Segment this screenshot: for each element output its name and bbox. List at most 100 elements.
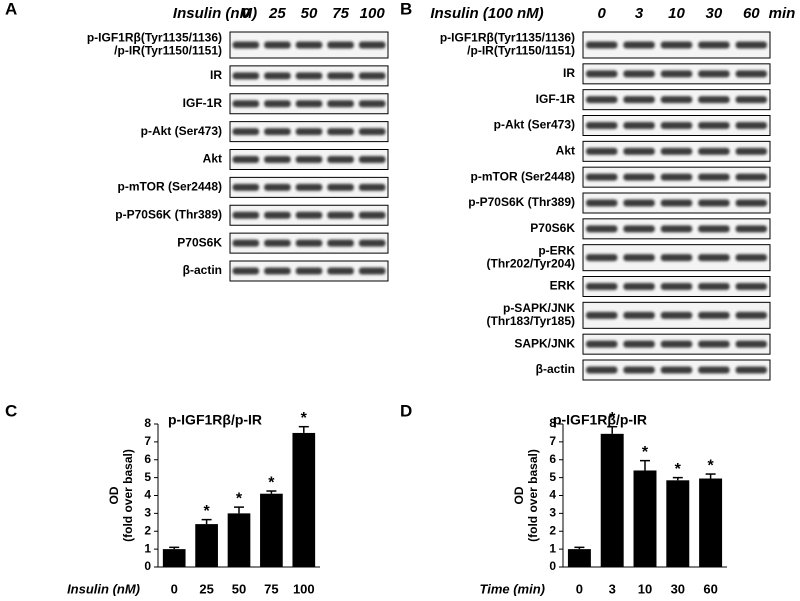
lane-label: 0: [598, 5, 607, 22]
y-tick-label: 5: [549, 470, 556, 484]
x-tick-label: 30: [671, 581, 685, 596]
blot-band: [358, 128, 386, 136]
blot-band: [735, 70, 768, 78]
blot-band: [585, 199, 618, 207]
blot-band: [698, 70, 730, 78]
blot-band: [698, 254, 730, 262]
row-label: SAPK/JNK: [514, 336, 575, 350]
lane-label: 50: [301, 5, 318, 22]
blot-band: [585, 283, 618, 290]
y-tick-label: 2: [144, 523, 151, 537]
blot-band: [623, 70, 655, 78]
row-label: β-actin: [183, 263, 222, 277]
blot-band: [735, 225, 768, 233]
blot-band: [327, 156, 354, 163]
blot-band: [735, 122, 768, 129]
blot-band: [735, 96, 768, 104]
significance-mark: *: [236, 490, 243, 507]
blot-band: [735, 199, 768, 207]
y-axis-label: (fold over basal): [526, 449, 540, 542]
blot-band: [698, 340, 730, 348]
y-tick-label: 0: [549, 559, 556, 573]
blot-band: [623, 41, 655, 49]
blot-band: [660, 70, 693, 78]
x-axis-label: Time (min): [480, 581, 546, 596]
bar: [292, 432, 316, 567]
blot-band: [660, 122, 693, 129]
blot-band: [264, 211, 291, 219]
blot-band: [358, 239, 386, 247]
x-tick-label: 25: [199, 581, 213, 596]
blot-band: [623, 340, 655, 348]
blot-band: [660, 311, 693, 319]
blot-band: [232, 267, 260, 275]
row-label: Akt: [556, 144, 575, 158]
x-tick-label: 50: [232, 581, 246, 596]
y-tick-label: 7: [144, 434, 151, 448]
row-label: IR: [210, 68, 222, 82]
bar: [666, 480, 690, 567]
lane-label: 100: [360, 5, 386, 22]
blot-band: [735, 340, 768, 348]
blot-band: [358, 41, 386, 49]
y-tick-label: 1: [549, 541, 556, 555]
blot-band: [295, 72, 323, 80]
blot-band: [358, 183, 386, 191]
blot-band: [264, 156, 291, 163]
blot-band: [358, 100, 386, 108]
lane-label: 75: [332, 5, 349, 22]
y-tick-label: 3: [144, 506, 151, 520]
y-tick-label: 0: [144, 559, 151, 573]
blot-band: [698, 41, 730, 49]
blot-band: [660, 41, 693, 49]
blot-band: [585, 41, 618, 49]
significance-mark: *: [203, 503, 210, 520]
x-tick-label: 100: [293, 581, 315, 596]
x-axis-label: Insulin (nM): [67, 581, 140, 596]
blot-band: [623, 225, 655, 233]
blot-band: [585, 254, 618, 262]
blot-band: [698, 199, 730, 207]
significance-mark: *: [707, 457, 714, 474]
row-label: (Thr183/Tyr185): [487, 314, 575, 328]
panel-label: A: [5, 0, 17, 18]
blot-band: [264, 128, 291, 136]
row-label: p-ERK: [538, 243, 575, 257]
blot-band: [327, 239, 354, 247]
significance-mark: *: [268, 474, 275, 491]
blot-band: [327, 41, 354, 49]
blot-band: [264, 72, 291, 80]
row-label: p-IGF1Rβ(Tyr1135/1136): [440, 31, 575, 45]
row-label: (Thr202/Tyr204): [487, 256, 575, 270]
y-tick-label: 7: [549, 434, 556, 448]
bar: [567, 549, 591, 567]
blot-band: [660, 366, 693, 374]
chart-title: p-IGF1Rβ/p-IR: [553, 412, 647, 428]
blot-band: [327, 100, 354, 108]
y-tick-label: 5: [144, 470, 151, 484]
blot-band: [232, 239, 260, 247]
blot-band: [295, 239, 323, 247]
y-tick-label: 2: [549, 523, 556, 537]
blot-band: [698, 173, 730, 181]
blot-band: [623, 254, 655, 262]
blot-band: [585, 225, 618, 233]
significance-mark: *: [642, 444, 649, 461]
row-label: IR: [563, 66, 575, 80]
blot-band: [585, 311, 618, 319]
chart-title: p-IGF1Rβ/p-IR: [168, 412, 262, 428]
row-label: IGF-1R: [183, 96, 223, 110]
lane-label: 60: [743, 5, 760, 22]
blot-band: [660, 173, 693, 181]
bar: [260, 493, 283, 567]
blot-band: [295, 211, 323, 219]
blot-band: [232, 156, 260, 163]
lane-label: 30: [706, 5, 723, 22]
blot-band: [698, 311, 730, 319]
panel-label: C: [5, 401, 17, 420]
blot-band: [585, 340, 618, 348]
blot-band: [232, 72, 260, 80]
blot-band: [327, 72, 354, 80]
blot-band: [585, 147, 618, 155]
row-label: p-IGF1Rβ(Tyr1135/1136): [87, 31, 222, 45]
